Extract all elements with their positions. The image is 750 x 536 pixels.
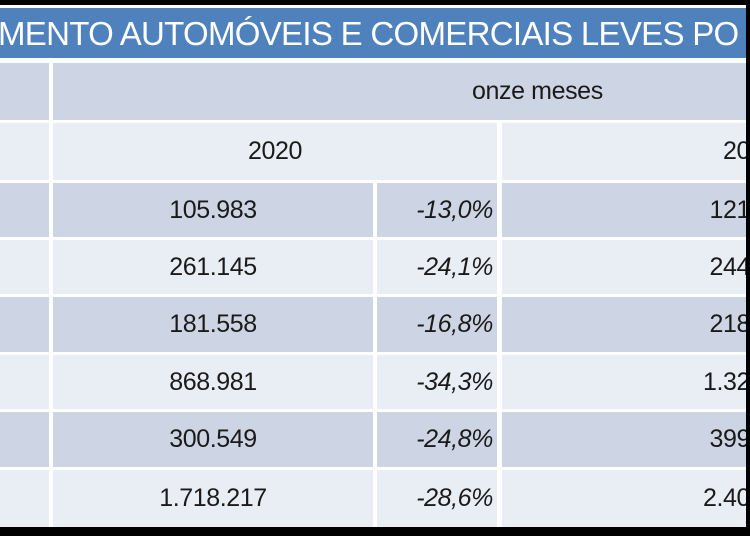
value-right-cell-partial: 2.40 bbox=[502, 470, 750, 527]
row-header-cell-empty bbox=[0, 355, 49, 409]
row-header-cell-empty bbox=[0, 470, 49, 527]
variation-cell: -13,0% bbox=[377, 183, 497, 237]
variation-cell: -28,6% bbox=[377, 470, 497, 527]
year-right-cell-partial: 20 bbox=[502, 123, 750, 180]
variation-cell: -24,8% bbox=[377, 412, 497, 467]
variation-cell: -24,1% bbox=[377, 240, 497, 294]
row-header-cell-empty bbox=[0, 123, 49, 180]
value-2020-cell: 261.145 bbox=[53, 240, 373, 294]
row-header-cell-empty bbox=[0, 412, 49, 467]
value-2020-cell: 868.981 bbox=[53, 355, 373, 409]
row-header-cell-empty bbox=[0, 240, 49, 294]
value-right-cell-partial: 399 bbox=[502, 412, 750, 467]
table-row: 868.981 -34,3% 1.32 bbox=[0, 355, 750, 409]
value-right-cell-partial: 218 bbox=[502, 297, 750, 352]
row-header-cell-empty bbox=[0, 183, 49, 237]
table-row: 105.983 -13,0% 121 bbox=[0, 183, 750, 237]
period-header-label: onze meses bbox=[472, 77, 603, 105]
period-header-row: onze meses bbox=[0, 63, 750, 120]
value-right-cell-partial: 1.32 bbox=[502, 355, 750, 409]
row-header-cell-empty bbox=[0, 297, 49, 352]
value-2020-cell: 105.983 bbox=[53, 183, 373, 237]
table-title: MENTO AUTOMÓVEIS E COMERCIAIS LEVES PO bbox=[0, 15, 739, 52]
table-row: 1.718.217 -28,6% 2.40 bbox=[0, 470, 750, 527]
frame-border-right bbox=[746, 0, 750, 536]
value-2020-cell: 181.558 bbox=[53, 297, 373, 352]
period-header-cell: onze meses bbox=[53, 63, 750, 120]
frame-border-top bbox=[0, 0, 750, 5]
table-row: 300.549 -24,8% 399 bbox=[0, 412, 750, 467]
variation-cell: -16,8% bbox=[377, 297, 497, 352]
value-2020-cell: 300.549 bbox=[53, 412, 373, 467]
table-row: 261.145 -24,1% 244 bbox=[0, 240, 750, 294]
variation-cell: -34,3% bbox=[377, 355, 497, 409]
row-header-cell-empty bbox=[0, 63, 49, 120]
frame-border-bottom bbox=[0, 527, 750, 536]
year-left-cell: 2020 bbox=[53, 123, 497, 180]
value-right-cell-partial: 121 bbox=[502, 183, 750, 237]
table-row: 181.558 -16,8% 218 bbox=[0, 297, 750, 352]
table-title-bar: MENTO AUTOMÓVEIS E COMERCIAIS LEVES PO bbox=[0, 8, 746, 58]
year-header-row: 2020 20 bbox=[0, 123, 750, 180]
value-right-cell-partial: 244 bbox=[502, 240, 750, 294]
value-2020-cell: 1.718.217 bbox=[53, 470, 373, 527]
